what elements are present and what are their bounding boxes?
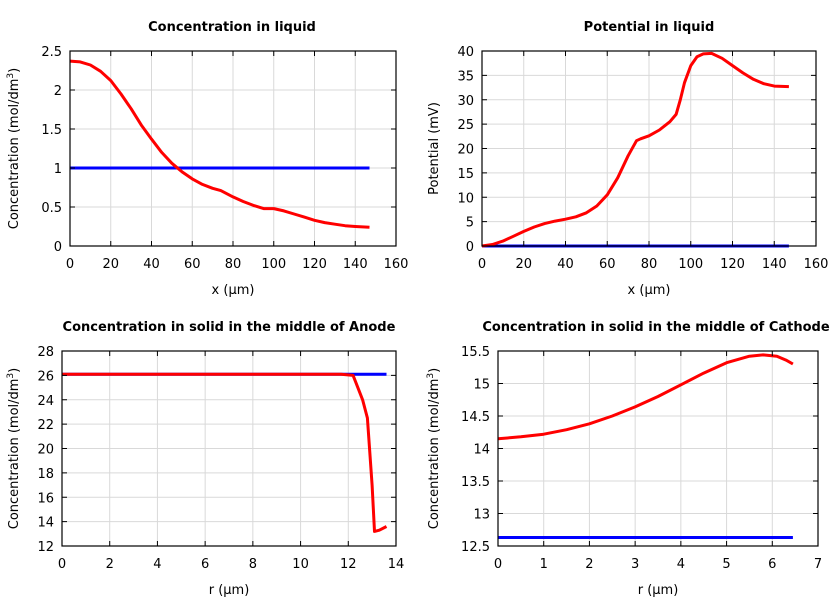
x-tick-label: 4 <box>677 557 685 572</box>
x-tick-label: 6 <box>201 557 209 572</box>
y-tick-label: 2 <box>54 84 62 99</box>
chart-panel-3: 0 2 4 6 8 10 12 14121416182022242628Concentrati… <box>6 320 404 598</box>
y-tick-label: 0 <box>54 240 62 255</box>
y-tick-label: 22 <box>37 418 54 433</box>
y-tick-label: 0.5 <box>41 201 62 216</box>
chart-title: Potential in liquid <box>584 20 715 35</box>
series-line-red <box>497 353 794 441</box>
y-tick-label: 14 <box>473 443 490 458</box>
x-tick-label: 14 <box>388 557 405 572</box>
x-tick-label: 40 <box>557 257 574 272</box>
x-tick-label: 0 <box>66 257 74 272</box>
x-tick-label: 120 <box>720 257 745 272</box>
y-axis-label: Potential (mV) <box>427 102 442 195</box>
chart-panel-4: 0 1 2 3 4 5 6 7 12.5 13 13.5 14 14.5 15 15.5 Concentrat… <box>426 320 830 598</box>
y-tick-label: 13.5 <box>461 475 490 490</box>
series-line-red <box>481 51 789 248</box>
y-tick-label: 15 <box>457 167 474 182</box>
x-axis-label: r (µm) <box>638 583 679 598</box>
x-tick-label: 0 <box>58 557 66 572</box>
x-tick-label: 8 <box>249 557 257 572</box>
y-axis-label-end: ) <box>7 368 22 373</box>
chart-title: Concentration in solid in the middle of … <box>63 320 396 335</box>
x-tick-label: 80 <box>641 257 658 272</box>
y-tick-label: 16 <box>37 491 54 506</box>
x-axis-label: r (µm) <box>209 583 250 598</box>
y-tick-label: 14 <box>37 516 54 531</box>
x-axis-label: x (µm) <box>628 283 671 298</box>
chart-title: Concentration in liquid <box>148 20 316 35</box>
y-tick-label: 12.5 <box>461 540 490 555</box>
x-tick-label: 12 <box>340 557 357 572</box>
x-tick-label: 10 <box>292 557 309 572</box>
chart-panel-1: 0 20 40 60 80 100 120 140 160 0 0.5 1 1.5 2 2.5 Concent… <box>6 20 408 298</box>
y-tick-label: 1.5 <box>41 123 62 138</box>
x-tick-label: 100 <box>678 257 703 272</box>
x-axis-label: x (µm) <box>212 283 255 298</box>
y-axis-label-main: Concentration (mol/dm <box>427 379 442 530</box>
y-tick-label: 20 <box>37 443 54 458</box>
y-tick-label: 20 <box>457 143 474 158</box>
x-tick-label: 20 <box>102 257 119 272</box>
series-line-red <box>69 59 370 229</box>
y-tick-label: 14.5 <box>461 410 490 425</box>
x-tick-label: 2 <box>106 557 114 572</box>
y-axis-label-end: ) <box>427 368 442 373</box>
y-tick-label: 40 <box>457 45 474 60</box>
x-tick-label: 160 <box>804 257 829 272</box>
chart-title: Concentration in solid in the middle of … <box>482 320 830 335</box>
x-tick-label: 20 <box>515 257 532 272</box>
y-tick-label: 28 <box>37 345 54 360</box>
y-axis-label: Concentration (mol/dm3) <box>6 68 22 230</box>
x-tick-label: 5 <box>722 557 730 572</box>
x-tick-label: 40 <box>143 257 160 272</box>
y-tick-label: 15.5 <box>461 345 490 360</box>
y-axis-label: Concentration (mol/dm3) <box>426 368 442 530</box>
y-tick-label: 18 <box>37 467 54 482</box>
y-tick-label: 13 <box>473 508 490 523</box>
x-tick-label: 6 <box>768 557 776 572</box>
y-axis-label-sup: 3 <box>6 73 16 79</box>
x-tick-label: 1 <box>540 557 548 572</box>
x-tick-label: 0 <box>478 257 486 272</box>
y-tick-label: 26 <box>37 369 54 384</box>
x-tick-label: 100 <box>261 257 286 272</box>
x-tick-label: 4 <box>153 557 161 572</box>
y-tick-label: 0 <box>466 240 474 255</box>
y-axis-label-sup: 3 <box>426 373 436 379</box>
x-tick-label: 120 <box>302 257 327 272</box>
y-tick-label: 10 <box>457 191 474 206</box>
x-tick-label: 0 <box>494 557 502 572</box>
y-axis-label-main: Concentration (mol/dm <box>7 379 22 530</box>
x-tick-label: 140 <box>762 257 787 272</box>
y-tick-label: 1 <box>54 162 62 177</box>
y-tick-label: 5 <box>466 216 474 231</box>
x-tick-label: 2 <box>585 557 593 572</box>
chart-panel-2: 0 20 40 60 80 100 120 140 160 0 5 10 15 20 25 30 35 40 Pot… <box>427 20 828 298</box>
x-tick-label: 60 <box>184 257 201 272</box>
y-tick-label: 2.5 <box>41 45 62 60</box>
y-axis-label-sup: 3 <box>6 373 16 379</box>
y-tick-label: 30 <box>457 94 474 109</box>
y-axis-label-main: Concentration (mol/dm <box>7 79 22 230</box>
x-tick-label: 3 <box>631 557 639 572</box>
x-tick-label: 60 <box>599 257 616 272</box>
y-tick-label: 25 <box>457 118 474 133</box>
y-tick-label: 35 <box>457 69 474 84</box>
y-tick-label: 12 <box>37 540 54 555</box>
y-tick-label: 15 <box>473 378 490 393</box>
x-tick-label: 160 <box>384 257 409 272</box>
y-tick-label: 24 <box>37 394 54 409</box>
y-axis-label-end: ) <box>7 68 22 73</box>
x-tick-label: 140 <box>343 257 368 272</box>
y-axis-label: Concentration (mol/dm3) <box>6 368 22 530</box>
x-tick-label: 80 <box>225 257 242 272</box>
x-tick-label: 7 <box>814 557 822 572</box>
series-line-red <box>62 372 388 533</box>
